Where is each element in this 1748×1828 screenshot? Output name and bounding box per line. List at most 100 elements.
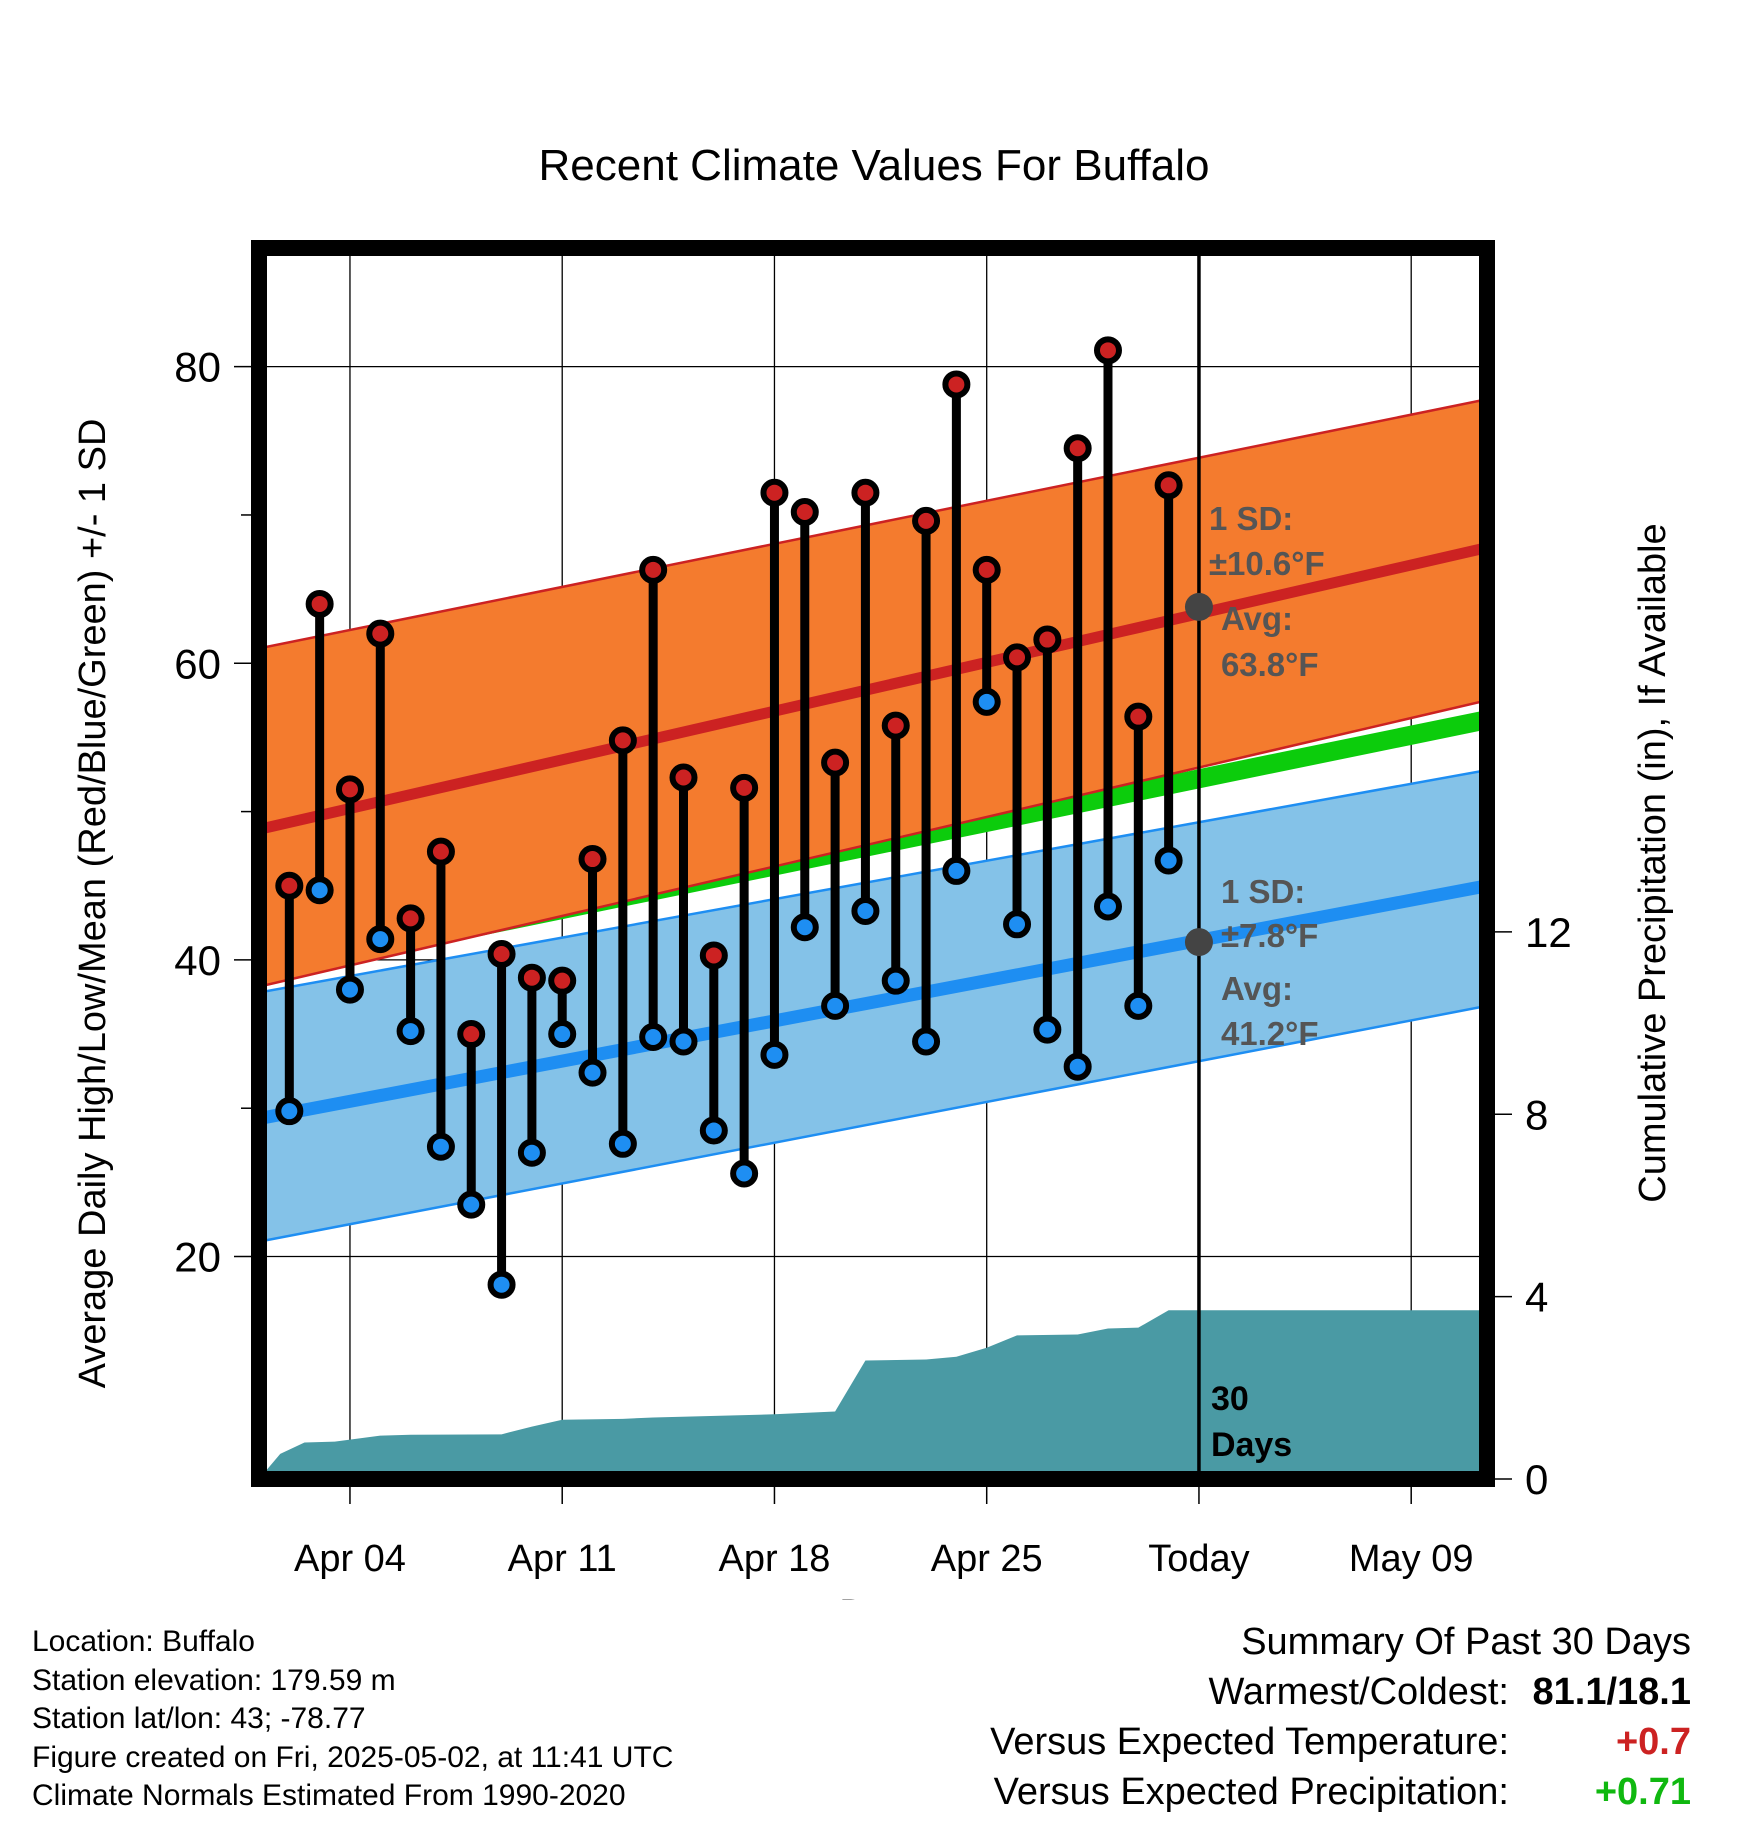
summary-title: Summary Of Past 30 Days	[1241, 1621, 1691, 1663]
normals-text: Climate Normals Estimated From 1990-2020	[32, 1779, 626, 1812]
summary-temp-row: Versus Expected Temperature: +0.7	[990, 1717, 1691, 1767]
x-axis-label: Day	[839, 1593, 907, 1600]
daily-high-point-17	[790, 497, 819, 526]
daily-low-point-5	[426, 1132, 455, 1161]
annotation-high-sd-label: 1 SD:	[1209, 500, 1293, 537]
normal-high-line	[259, 542, 1487, 835]
cumulative-precip-area	[259, 1310, 1487, 1479]
daily-low-point-22	[942, 856, 971, 885]
daily-low-point-10	[578, 1058, 607, 1087]
x-tick-label-4: Today	[1148, 1538, 1249, 1580]
precip-value: +0.71	[1594, 1771, 1691, 1813]
elevation-text: Station elevation: 179.59 m	[32, 1663, 396, 1697]
daily-high-point-29	[1154, 471, 1183, 500]
daily-low-point-26	[1063, 1052, 1092, 1081]
warmest-label: Warmest/Coldest:	[1208, 1671, 1509, 1713]
daily-low-point-3	[366, 925, 395, 954]
daily-high-point-7	[487, 939, 516, 968]
plot-area	[259, 248, 1487, 1479]
daily-high-point-8	[517, 963, 546, 992]
plot-frame	[251, 240, 1495, 1487]
daily-high-point-25	[1033, 625, 1062, 654]
summary-panel: Summary Of Past 30 Days Warmest/Coldest:…	[990, 1617, 1691, 1817]
daily-low-point-15	[730, 1159, 759, 1188]
annotation-low-sd-value: ±7.8°F	[1221, 917, 1318, 954]
daily-high-point-26	[1063, 434, 1092, 463]
x-tick-label-3: Apr 25	[931, 1538, 1043, 1580]
x-tick-label-2: Apr 18	[718, 1538, 830, 1580]
daily-low-point-28	[1124, 991, 1153, 1020]
daily-low-point-25	[1033, 1015, 1062, 1044]
precip-label: Versus Expected Precipitation:	[993, 1771, 1509, 1813]
y-right-tick-label-0: 0	[1525, 1456, 1548, 1503]
daily-high-point-19	[851, 478, 880, 507]
daily-low-point-27	[1093, 892, 1122, 921]
plot-overlay: 1 SD: ±10.6°F Avg: 63.8°F 1 SD: ±7.8°F Avg: 41.…	[1184, 500, 1325, 1464]
annotation-high-avg-label: Avg:	[1221, 600, 1293, 637]
x-tick-label-5: May 09	[1349, 1538, 1474, 1580]
daily-high-point-12	[639, 555, 668, 584]
daily-low-point-13	[669, 1027, 698, 1056]
daily-low-point-19	[851, 896, 880, 925]
daily-high-point-4	[396, 904, 425, 933]
normal-high-sd-upper-line	[259, 398, 1487, 650]
x-tick-label-1: Apr 11	[508, 1538, 617, 1580]
normal-high-sd-lower-line	[259, 699, 1487, 988]
daily-high-point-14	[699, 941, 728, 970]
daily-high-point-5	[426, 837, 455, 866]
daily-low-point-18	[821, 991, 850, 1020]
daily-low-point-16	[760, 1040, 789, 1069]
daily-low-point-7	[487, 1270, 516, 1299]
daily-low-point-11	[608, 1129, 637, 1158]
daily-low-point-21	[912, 1027, 941, 1056]
created-text: Figure created on Fri, 2025-05-02, at 11…	[32, 1740, 674, 1774]
y-left-tick-label-1: 40	[174, 937, 221, 984]
daily-low-point-0	[275, 1097, 304, 1126]
daily-high-point-20	[881, 711, 910, 740]
latlon-text: Station lat/lon: 43; -78.77	[32, 1702, 366, 1735]
daily-high-point-22	[942, 370, 971, 399]
daily-high-point-23	[972, 555, 1001, 584]
y-right-tick-label-3: 12	[1525, 909, 1572, 956]
avg-low-dot	[1184, 928, 1213, 957]
summary-precip-row: Versus Expected Precipitation: +0.71	[990, 1767, 1691, 1817]
avg-high-dot	[1184, 592, 1213, 621]
daily-low-point-1	[305, 876, 334, 905]
annotation-low-avg-label: Avg:	[1221, 970, 1293, 1007]
daily-high-point-1	[305, 589, 334, 618]
daily-high-point-15	[730, 773, 759, 802]
summary-warmest-row: Warmest/Coldest: 81.1/18.1	[990, 1667, 1691, 1717]
daily-high-point-0	[275, 871, 304, 900]
daily-high-point-18	[821, 748, 850, 777]
daily-low-point-17	[790, 913, 819, 942]
warmest-value: 81.1/18.1	[1532, 1671, 1691, 1713]
today-days-label-line2: Days	[1211, 1426, 1292, 1464]
station-info: Location: Buffalo Station elevation: 179…	[32, 1623, 673, 1816]
daily-high-point-28	[1124, 702, 1153, 731]
daily-high-point-6	[457, 1020, 486, 1049]
daily-high-point-9	[548, 966, 577, 995]
y-left-axis-label: Average Daily High/Low/Mean (Red/Blue/Gr…	[72, 419, 114, 1389]
annotation-high-avg-value: 63.8°F	[1221, 646, 1319, 683]
today-days-label-line1: 30	[1211, 1380, 1249, 1418]
y-left-tick-label-2: 60	[174, 640, 221, 687]
y-left-tick-label-3: 80	[174, 344, 221, 391]
daily-low-point-20	[881, 966, 910, 995]
temp-value: +0.7	[1615, 1721, 1691, 1763]
daily-high-point-2	[335, 775, 364, 804]
daily-low-point-24	[1003, 910, 1032, 939]
daily-low-point-23	[972, 687, 1001, 716]
y-right-tick-label-1: 4	[1525, 1274, 1548, 1321]
x-tick-label-0: Apr 04	[294, 1538, 406, 1580]
daily-high-point-16	[760, 478, 789, 507]
daily-high-point-10	[578, 845, 607, 874]
daily-high-point-11	[608, 726, 637, 755]
chart-title: Recent Climate Values For Buffalo	[539, 141, 1210, 190]
temp-label: Versus Expected Temperature:	[990, 1721, 1509, 1763]
annotation-low-avg-value: 41.2°F	[1221, 1015, 1319, 1052]
daily-high-point-13	[669, 763, 698, 792]
daily-low-point-14	[699, 1116, 728, 1145]
normal-low-sd-upper-line	[259, 768, 1487, 994]
daily-high-point-27	[1093, 336, 1122, 365]
daily-high-point-3	[366, 619, 395, 648]
